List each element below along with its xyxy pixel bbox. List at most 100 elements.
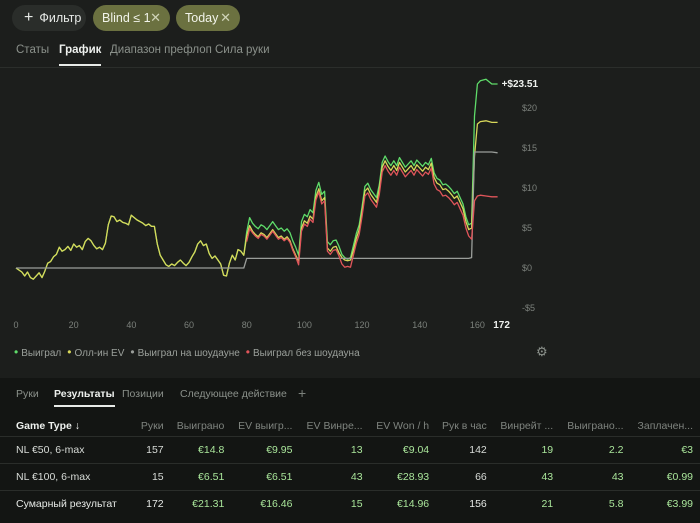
legend-dot: • (130, 345, 135, 359)
tab-stats[interactable]: Статы (16, 44, 50, 56)
table-row[interactable]: NL €100, 6-max 15 €6.51 €6.51 43 €28.93 … (0, 463, 700, 491)
tab-results[interactable]: Результаты (54, 388, 115, 407)
legend-item-non-showdown[interactable]: • Выиграл без шоудауна (246, 346, 360, 359)
series-line (15, 78, 498, 280)
legend-item-showdown[interactable]: • Выиграл на шоудауне (130, 346, 239, 359)
column-header[interactable]: Рук в час (436, 416, 494, 437)
column-header[interactable]: EV Won / h (369, 416, 437, 437)
table-cell: 15 (137, 463, 171, 491)
column-header[interactable]: EV выигр... (231, 416, 300, 437)
table-cell: 66 (436, 463, 494, 491)
table-cell: €21.31 (170, 490, 232, 517)
table-cell: 157 (137, 436, 171, 464)
tab-divider (0, 67, 700, 68)
table-cell: €6.51 (170, 463, 232, 491)
table-row[interactable]: NL €50, 6-max 157 €14.8 €9.95 13 €9.04 1… (0, 436, 700, 464)
x-tick-label: 100 (297, 320, 312, 330)
table-cell: 156 (436, 490, 494, 517)
legend-dot: • (245, 345, 250, 359)
table-cell: €3 (630, 436, 700, 464)
y-tick-label: -$5 (522, 303, 535, 313)
legend-label: Выиграл (21, 348, 62, 359)
filter-chip-blind[interactable]: Blind ≤ 1 ✕ (93, 5, 170, 31)
legend-item-allin-ev[interactable]: • Олл-ин EV (67, 346, 124, 359)
legend-dot: • (14, 345, 19, 359)
filter-button[interactable]: + Фильтр (12, 5, 86, 31)
table-cell: 19 (493, 436, 561, 464)
table-cell: €0.99 (630, 463, 700, 491)
table-cell: NL €50, 6-max (0, 436, 138, 464)
table-cell: 172 (137, 490, 171, 517)
column-header[interactable]: Заплачен... (630, 416, 700, 437)
add-tab-icon[interactable]: + (298, 385, 307, 401)
table-header-row: Game Type ↓ Руки Выиграно EV выигр... EV… (0, 416, 700, 437)
tab-positions[interactable]: Позиции (122, 388, 164, 400)
filter-chip-today[interactable]: Today ✕ (176, 5, 240, 31)
table-cell: €14.96 (369, 490, 437, 517)
column-header[interactable]: Руки (137, 416, 171, 437)
column-header[interactable]: Выиграно (170, 416, 232, 437)
table-cell: 43 (299, 463, 370, 491)
table-cell: 2.2 (560, 436, 631, 464)
x-end-label: 172 (493, 320, 510, 331)
y-tick-label: $20 (522, 103, 537, 113)
legend-item-won[interactable]: • Выиграл (14, 346, 61, 359)
results-table: Game Type ↓ Руки Выиграно EV выигр... EV… (0, 416, 700, 517)
table-cell: 43 (560, 463, 631, 491)
table-cell: €6.51 (231, 463, 300, 491)
tab-graph[interactable]: График (59, 44, 102, 66)
table-cell: €9.95 (231, 436, 300, 464)
table-cell: 142 (436, 436, 494, 464)
table-cell: Сумарный результат (0, 490, 138, 517)
table-cell: €28.93 (369, 463, 437, 491)
table-cell: NL €100, 6-max (0, 463, 138, 491)
table-cell: 21 (493, 490, 561, 517)
close-icon[interactable]: ✕ (150, 10, 161, 25)
results-tabs: Руки Результаты Позиции Следующее действ… (0, 385, 700, 408)
column-header[interactable]: EV Винре... (299, 416, 370, 437)
tab-preflop-range[interactable]: Диапазон префлоп (110, 44, 212, 56)
x-tick-label: 60 (184, 320, 194, 330)
stats-tabs: Статы График Диапазон префлоп Сила руки (0, 44, 700, 68)
tab-hands[interactable]: Руки (16, 388, 39, 400)
y-tick-label: $10 (522, 183, 537, 193)
series-line (15, 120, 498, 280)
x-tick-label: 40 (126, 320, 136, 330)
table-cell: 5.8 (560, 490, 631, 517)
series-line (246, 164, 498, 268)
column-header[interactable]: Game Type ↓ (0, 416, 138, 437)
x-tick-label: 0 (13, 320, 18, 330)
chip-label: Today (185, 11, 219, 25)
legend-label: Олл-ин EV (74, 348, 125, 359)
chip-label: Blind ≤ 1 (102, 11, 151, 25)
filter-label: Фильтр (39, 11, 82, 25)
table-cell: 43 (493, 463, 561, 491)
column-header[interactable]: Выиграно... (560, 416, 631, 437)
y-tick-label: $15 (522, 143, 537, 153)
end-value-label: +$23.51 (502, 79, 539, 90)
legend-label: Выиграл на шоудауне (137, 348, 240, 359)
plus-icon: + (24, 9, 34, 26)
legend-label: Выиграл без шоудауна (252, 348, 360, 359)
x-tick-label: 20 (69, 320, 79, 330)
table-cell: 13 (299, 436, 370, 464)
x-tick-label: 120 (355, 320, 370, 330)
chart-svg: $20 $15 $10 $5 $0 -$5 0 20 40 60 80 100 120 140 160 172… (13, 78, 539, 331)
y-tick-label: $0 (522, 263, 532, 273)
table-cell: €14.8 (170, 436, 232, 464)
winnings-chart: $20 $15 $10 $5 $0 -$5 0 20 40 60 80 100 120 140 160 172… (0, 68, 700, 378)
tab-hand-strength[interactable]: Сила руки (215, 44, 270, 56)
x-tick-label: 80 (242, 320, 252, 330)
legend-dot: • (67, 345, 72, 359)
table-total-row[interactable]: Сумарный результат 172 €21.31 €16.46 15 … (0, 490, 700, 517)
gear-icon[interactable]: ⚙ (536, 344, 548, 359)
filter-bar: + Фильтр Blind ≤ 1 ✕ Today ✕ (0, 0, 700, 38)
close-icon[interactable]: ✕ (220, 10, 231, 25)
tab-next-action[interactable]: Следующее действие (180, 388, 287, 400)
y-tick-label: $5 (522, 223, 532, 233)
table-cell: 15 (299, 490, 370, 517)
column-header[interactable]: Винрейт ... (493, 416, 561, 437)
chart-legend: • Выиграл • Олл-ин EV • Выиграл на шоудауне… (14, 346, 360, 359)
results-panel: Руки Результаты Позиции Следующее действ… (0, 378, 700, 523)
series-line (16, 151, 498, 269)
